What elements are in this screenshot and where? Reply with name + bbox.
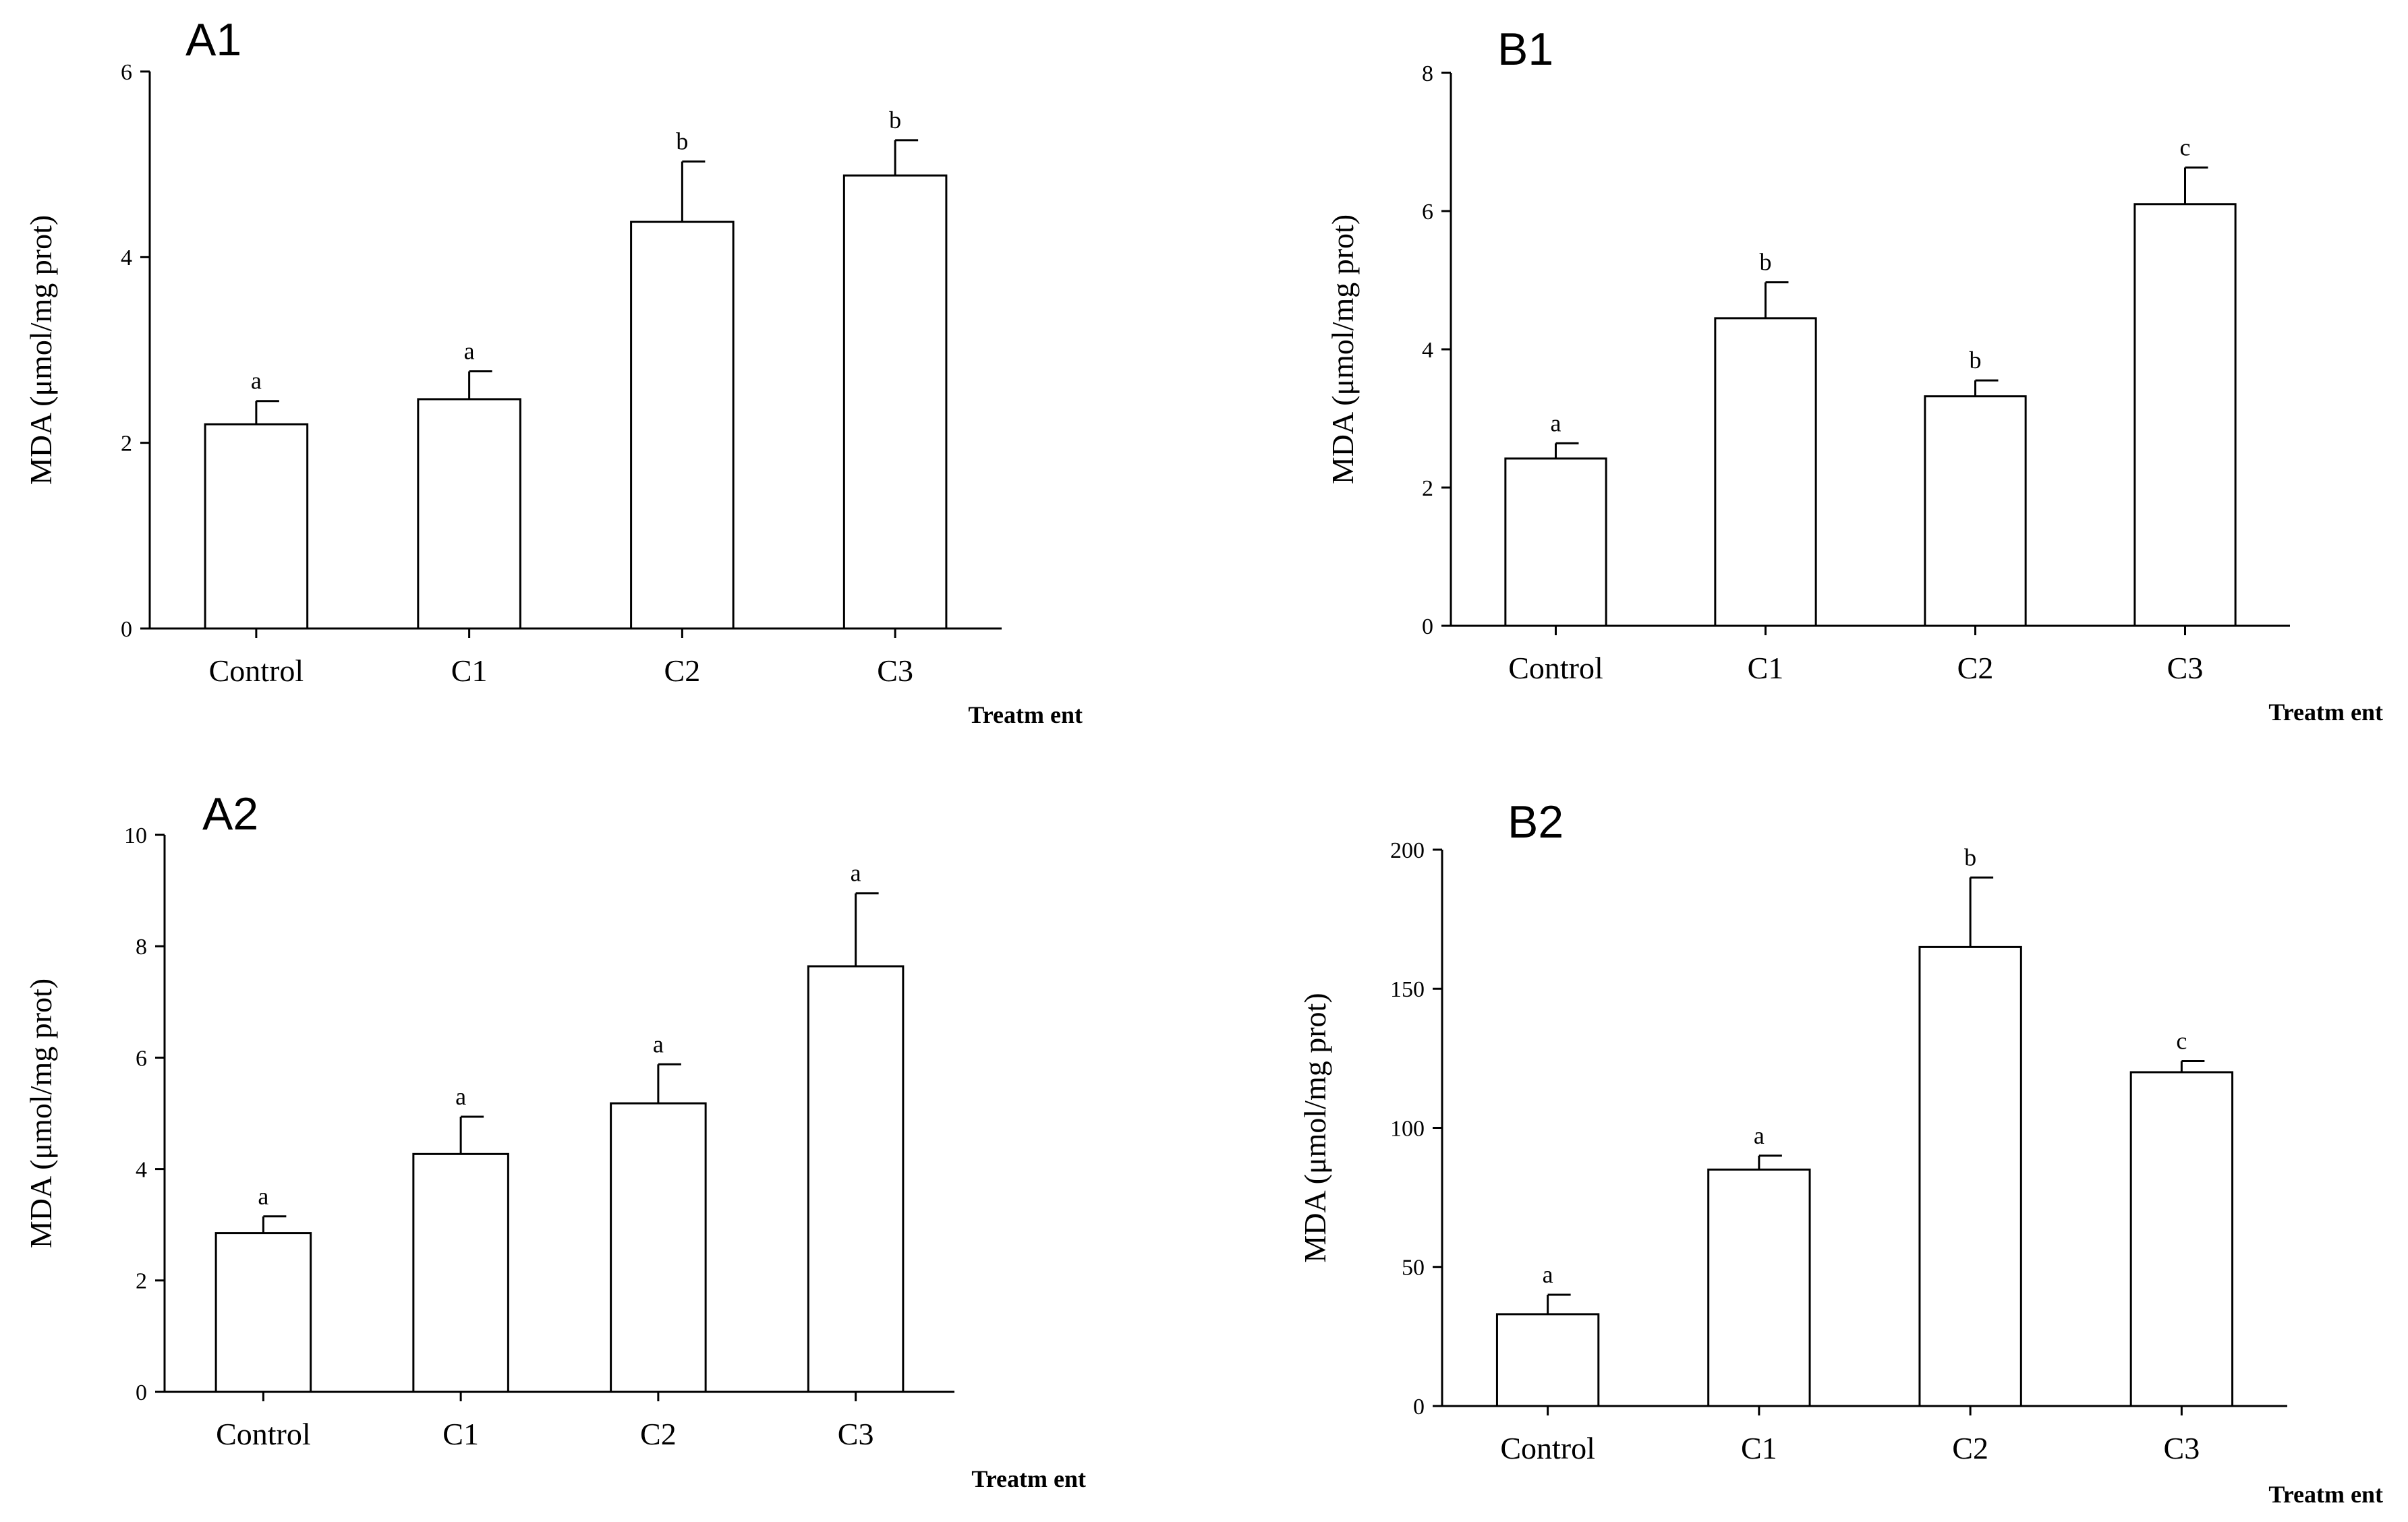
a1-bar — [417, 398, 521, 630]
b2-significance-label: a — [1543, 1261, 1553, 1288]
a2-bar — [214, 1232, 312, 1393]
b1-panel-label: B1 — [1497, 24, 1553, 75]
b1-y-tick-label: 8 — [1422, 61, 1433, 86]
b1-x-axis-title: Treatm ent — [2268, 699, 2383, 726]
b2-y-tick-label: 0 — [1413, 1395, 1425, 1419]
a2-significance-label: a — [653, 1030, 664, 1057]
b2-bar — [1918, 945, 2022, 1407]
b2-x-axis-title: Treatm ent — [2268, 1481, 2383, 1508]
a2-x-axis-title: Treatm ent — [971, 1465, 1086, 1492]
a1-category-label: C1 — [451, 653, 488, 688]
a2-panel-label: A2 — [202, 788, 258, 840]
b2-bar — [1495, 1313, 1600, 1407]
b1-significance-label: b — [1760, 249, 1772, 276]
a1-x-axis-title: Treatm ent — [968, 701, 1083, 728]
a2-significance-label: a — [851, 860, 861, 887]
b1-category-label: C3 — [2167, 651, 2204, 685]
b1-y-axis-title: MDA (μmol/mg prot) — [1325, 214, 1360, 484]
a2-y-axis-title: MDA (μmol/mg prot) — [24, 978, 58, 1248]
a2-y-tick-label: 6 — [136, 1046, 147, 1071]
b1-category-label: Control — [1508, 651, 1603, 685]
b2-y-axis-title: MDA (μmol/mg prot) — [1298, 993, 1332, 1262]
b2-panel-label: B2 — [1508, 796, 1564, 848]
a2-y-tick-label: 10 — [124, 823, 147, 848]
b1-y-tick-label: 6 — [1422, 200, 1433, 225]
b1-category-label: C2 — [1957, 651, 1994, 685]
b1-bar — [1924, 395, 2027, 627]
b2-significance-label: a — [1754, 1122, 1765, 1149]
a1-significance-label: b — [676, 128, 688, 155]
b2-significance-label: b — [1964, 844, 1976, 871]
b2-significance-label: c — [2176, 1028, 2187, 1055]
b2-category-label: C1 — [1741, 1431, 1777, 1465]
a2-y-tick-label: 8 — [136, 935, 147, 960]
b2-category-label: C2 — [1952, 1431, 1988, 1465]
a2-category-label: C3 — [838, 1417, 874, 1451]
b1-significance-label: c — [2180, 134, 2191, 160]
a1-y-axis-title: MDA (μmol/mg prot) — [24, 215, 58, 485]
a1-significance-label: b — [889, 107, 901, 134]
a1-significance-label: a — [464, 338, 475, 365]
a1-panel-label: A1 — [185, 14, 241, 65]
a2-y-tick-label: 4 — [136, 1158, 147, 1183]
a1-y-tick-label: 6 — [121, 60, 132, 85]
a2-bar — [610, 1102, 707, 1393]
b2-y-tick-label: 50 — [1402, 1256, 1425, 1281]
a1-category-label: C3 — [877, 653, 913, 688]
b1-bar — [1504, 457, 1607, 627]
b1-bar — [1714, 317, 1817, 627]
a1-y-tick-label: 0 — [121, 617, 132, 642]
a2-bar — [412, 1152, 509, 1393]
b1-significance-label: b — [1970, 347, 1982, 374]
a1-y-tick-label: 4 — [121, 245, 132, 270]
b2-y-tick-label: 200 — [1390, 838, 1425, 863]
b1-y-tick-label: 0 — [1422, 614, 1433, 639]
a2-bar — [807, 965, 905, 1393]
b2-category-label: C3 — [2164, 1431, 2200, 1465]
a1-y-tick-label: 2 — [121, 432, 132, 457]
a1-bar — [630, 221, 735, 630]
a1-bar — [204, 423, 309, 630]
a2-category-label: C1 — [442, 1417, 479, 1451]
a2-category-label: C2 — [640, 1417, 677, 1451]
b1-y-tick-label: 4 — [1422, 338, 1433, 363]
b2-y-tick-label: 150 — [1390, 977, 1425, 1002]
a1-category-label: C2 — [664, 653, 701, 688]
b1-significance-label: a — [1551, 409, 1561, 436]
b2-category-label: Control — [1500, 1431, 1595, 1465]
a1-category-label: Control — [209, 653, 304, 688]
a2-significance-label: a — [455, 1083, 466, 1110]
a1-significance-label: a — [251, 368, 262, 394]
a2-y-tick-label: 2 — [136, 1269, 147, 1294]
b2-bar — [1707, 1168, 1811, 1407]
b1-category-label: C1 — [1748, 651, 1784, 685]
a2-y-tick-label: 0 — [136, 1380, 147, 1405]
a1-bar — [842, 174, 948, 630]
b2-bar — [2129, 1071, 2234, 1407]
a2-category-label: Control — [216, 1417, 311, 1451]
b2-y-tick-label: 100 — [1390, 1116, 1425, 1141]
b1-bar — [2133, 203, 2237, 627]
b1-y-tick-label: 2 — [1422, 476, 1433, 501]
a2-significance-label: a — [258, 1183, 268, 1210]
